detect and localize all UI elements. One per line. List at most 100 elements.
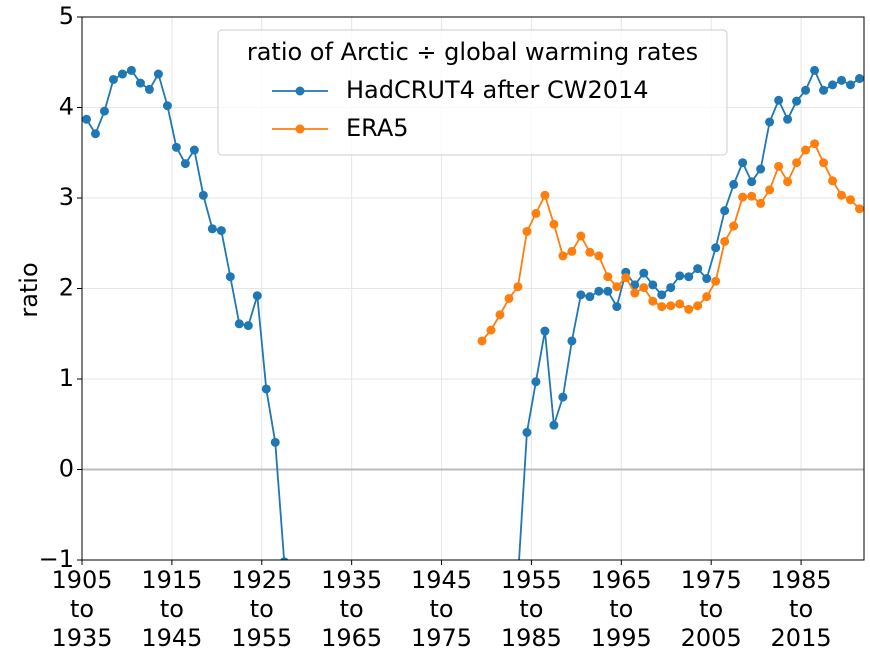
y-tick-label: 3 <box>59 183 74 211</box>
point <box>792 158 802 168</box>
legend-marker <box>295 124 305 134</box>
point <box>630 280 640 290</box>
y-tick-label: 5 <box>59 2 74 30</box>
x-tick-label: 1945 to 1975 <box>410 566 473 652</box>
point <box>837 190 847 200</box>
point <box>666 283 676 293</box>
point <box>594 286 604 296</box>
point <box>549 219 559 229</box>
legend-label: ERA5 <box>346 114 409 142</box>
x-tick-label: 1915 to 1945 <box>141 566 203 652</box>
point <box>162 101 172 111</box>
point <box>684 272 694 282</box>
point <box>666 301 676 311</box>
point <box>738 192 748 202</box>
point <box>783 114 793 124</box>
legend-box <box>217 29 728 156</box>
point <box>648 296 658 306</box>
point <box>153 69 163 79</box>
series-line <box>481 142 861 342</box>
point <box>117 69 127 79</box>
point <box>702 274 712 284</box>
point <box>855 204 864 214</box>
y-tick-label: 2 <box>59 274 74 302</box>
point <box>639 283 649 293</box>
x-tick-label: 1965 to 1995 <box>590 566 652 652</box>
point <box>810 139 820 149</box>
x-tick-label: 1955 to 1985 <box>500 566 562 652</box>
point <box>783 177 793 187</box>
x-tick-label: 1905 to 1935 <box>51 566 113 652</box>
point <box>603 286 613 296</box>
y-axis-label: ratio <box>15 262 43 317</box>
point <box>225 272 235 282</box>
point <box>801 145 811 155</box>
point <box>522 226 532 236</box>
point <box>720 236 730 246</box>
point <box>270 437 280 447</box>
x-tick-label: 1985 to 2015 <box>770 566 832 652</box>
plot-frame <box>81 16 865 561</box>
point <box>558 251 568 261</box>
point <box>495 310 505 320</box>
point <box>711 243 721 253</box>
point <box>828 176 838 186</box>
point <box>585 292 595 302</box>
point <box>531 208 541 218</box>
point <box>765 117 775 127</box>
point <box>594 251 604 261</box>
point <box>522 427 532 437</box>
point <box>558 392 568 402</box>
point <box>180 159 190 169</box>
point <box>801 85 811 95</box>
point <box>648 280 658 290</box>
point <box>657 302 667 312</box>
point <box>82 114 91 124</box>
point <box>693 301 703 311</box>
x-tick-label: 1925 to 1955 <box>231 566 293 652</box>
point <box>765 185 775 195</box>
point <box>729 221 739 231</box>
point <box>171 142 181 152</box>
point <box>612 282 622 292</box>
point <box>477 336 487 346</box>
point <box>630 288 640 298</box>
point <box>747 191 757 201</box>
point <box>846 195 856 205</box>
point <box>540 190 550 200</box>
point <box>756 164 766 174</box>
point <box>702 292 712 302</box>
point <box>216 226 226 236</box>
point <box>207 224 217 234</box>
point <box>198 190 208 200</box>
point <box>252 291 262 301</box>
point <box>819 85 829 95</box>
plot-area <box>82 65 864 560</box>
point <box>90 129 100 139</box>
point <box>108 74 118 84</box>
point <box>711 276 721 286</box>
point <box>189 145 199 155</box>
point <box>756 198 766 208</box>
point <box>135 78 145 88</box>
point <box>810 65 820 75</box>
point <box>280 557 289 560</box>
point <box>639 268 649 278</box>
point <box>684 304 694 314</box>
point <box>504 293 514 303</box>
point <box>486 325 496 335</box>
point <box>774 95 784 105</box>
point <box>126 65 136 75</box>
point <box>603 272 613 282</box>
point <box>738 158 748 168</box>
y-tick-label: 4 <box>59 93 74 121</box>
point <box>612 302 622 312</box>
y-tick-label: 0 <box>59 455 74 483</box>
point <box>657 290 667 300</box>
y-tick-label: 1 <box>59 364 74 392</box>
point <box>549 420 559 430</box>
y-tick-label: −1 <box>39 545 74 573</box>
point <box>729 179 739 189</box>
